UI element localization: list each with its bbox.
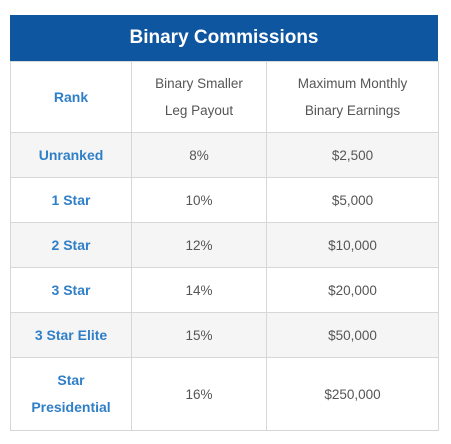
rank-cell: 2 Star <box>10 222 132 268</box>
earnings-cell: $250,000 <box>266 357 439 431</box>
header-earnings-line2: Binary Earnings <box>304 103 401 118</box>
earnings-cell: $50,000 <box>266 312 439 358</box>
commission-table-container: Binary Commissions Rank Binary Smaller L… <box>10 15 439 431</box>
table-row: Unranked 8% $2,500 <box>10 132 439 178</box>
payout-cell: 14% <box>131 267 267 313</box>
header-earnings-line1: Maximum Monthly <box>297 76 408 91</box>
table-row: Star Presidential 16% $250,000 <box>10 357 439 431</box>
header-payout: Binary Smaller Leg Payout <box>131 61 267 133</box>
table-row: 1 Star 10% $5,000 <box>10 177 439 223</box>
payout-cell: 16% <box>131 357 267 431</box>
rank-cell: Unranked <box>10 132 132 178</box>
payout-cell: 10% <box>131 177 267 223</box>
rank-cell-line1: Star <box>57 372 85 388</box>
rank-cell-line2: Presidential <box>31 399 111 415</box>
rank-cell: 3 Star <box>10 267 132 313</box>
table-row: 2 Star 12% $10,000 <box>10 222 439 268</box>
payout-cell: 8% <box>131 132 267 178</box>
header-payout-line1: Binary Smaller <box>155 76 243 91</box>
rank-cell: 3 Star Elite <box>10 312 132 358</box>
earnings-cell: $10,000 <box>266 222 439 268</box>
earnings-cell: $2,500 <box>266 132 439 178</box>
table-title: Binary Commissions <box>10 15 438 61</box>
table-row: 3 Star 14% $20,000 <box>10 267 439 313</box>
header-earnings: Maximum Monthly Binary Earnings <box>266 61 439 133</box>
payout-cell: 12% <box>131 222 267 268</box>
earnings-cell: $5,000 <box>266 177 439 223</box>
header-payout-line2: Leg Payout <box>164 103 234 118</box>
header-rank: Rank <box>10 61 132 133</box>
rank-cell: 1 Star <box>10 177 132 223</box>
payout-cell: 15% <box>131 312 267 358</box>
rank-cell: Star Presidential <box>10 357 132 431</box>
earnings-cell: $20,000 <box>266 267 439 313</box>
header-row: Rank Binary Smaller Leg Payout Maximum M… <box>10 61 439 133</box>
commission-table: Rank Binary Smaller Leg Payout Maximum M… <box>10 61 439 431</box>
table-row: 3 Star Elite 15% $50,000 <box>10 312 439 358</box>
